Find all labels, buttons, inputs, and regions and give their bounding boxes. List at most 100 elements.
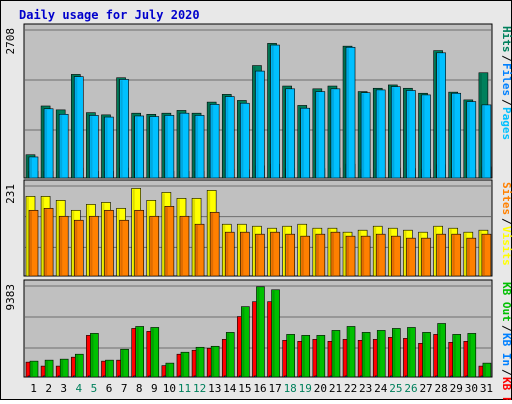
bar-shade [363, 333, 366, 376]
bar-sites-day-24 [375, 233, 386, 277]
bar-shade [27, 155, 29, 177]
legend-item: Sites [500, 182, 512, 215]
bar-shade [302, 336, 305, 376]
bar-pages-day-31 [481, 104, 492, 179]
chart-title: Daily usage for July 2020 [19, 8, 200, 22]
bar-sites-day-28 [436, 233, 446, 277]
bar-pages-day-22 [345, 46, 356, 179]
bar-shade [407, 91, 410, 177]
bar-shade [177, 199, 180, 275]
bar-sites-day-10 [164, 206, 175, 277]
bar-kb-out-day-15 [241, 306, 250, 378]
bar-shade [392, 237, 395, 275]
bar-shade [344, 233, 347, 275]
bar-shade [301, 109, 304, 177]
x-label-day-13: 13 [208, 382, 221, 395]
bar-shade [75, 77, 78, 177]
bar-shade [408, 328, 411, 376]
x-label-day-27: 27 [419, 382, 432, 395]
panel-visits-sites: 231 Sites /Visits [4, 179, 512, 277]
x-label-day-21: 21 [329, 382, 342, 395]
bar-shade [57, 201, 60, 275]
legend-item: / [500, 218, 512, 225]
bar-shade [332, 331, 335, 376]
bar-kb-out-day-5 [90, 333, 99, 378]
bar-shade [301, 237, 304, 275]
bar-shade [211, 105, 214, 177]
x-label-day-4: 4 [76, 382, 83, 395]
bar-kb-out-day-7 [120, 348, 129, 378]
bar-shade [226, 97, 229, 177]
bar-shade [31, 362, 33, 376]
bar-kb-out-day-21 [331, 330, 341, 378]
bar-shade [105, 211, 108, 275]
bar-shade [193, 199, 196, 275]
legend-item: / [500, 99, 512, 106]
bar-shade [165, 207, 168, 275]
bar-pages-day-20 [315, 91, 326, 179]
bar-shade [467, 239, 470, 275]
bar-shade [60, 217, 63, 275]
bar-shade [136, 327, 139, 376]
bar-shade [374, 227, 377, 275]
bar-shade [120, 221, 123, 275]
bar-shade [241, 233, 244, 275]
bar-shade [422, 95, 425, 177]
bar-pages-day-15 [240, 102, 250, 179]
bar-shade [389, 85, 392, 177]
bar-pages-day-9 [149, 116, 160, 179]
bar-pages-day-17 [270, 44, 280, 179]
bar-shade [57, 110, 60, 177]
bar-shade [287, 335, 290, 376]
bar-shade [286, 89, 289, 177]
legend-item: / [500, 325, 512, 332]
bar-pages-day-25 [391, 86, 401, 179]
x-label-day-24: 24 [374, 382, 388, 395]
bar-sites-day-23 [360, 235, 371, 277]
bar-pages-day-30 [466, 101, 477, 179]
bar-shade [181, 353, 184, 376]
bar-pages-day-6 [104, 116, 114, 179]
bar-shade [45, 109, 48, 177]
bar-shade [30, 211, 32, 275]
bar-shade [208, 191, 211, 275]
bar-pages-day-11 [179, 112, 190, 179]
bar-shade [75, 221, 78, 275]
bar-shade [212, 347, 215, 376]
bar-kb-out-day-6 [105, 359, 114, 378]
bar-shade [193, 114, 196, 177]
bar-shade [419, 94, 422, 177]
bar-shade [283, 87, 286, 177]
bar-kb-out-day-13 [210, 345, 220, 378]
x-label-day-30: 30 [465, 382, 478, 395]
bar-shade [76, 355, 79, 376]
bar-sites-day-7 [119, 219, 129, 277]
bar-kb-out-day-20 [316, 335, 326, 378]
bar-sites-day-9 [149, 215, 160, 277]
bar-shade [241, 104, 244, 177]
bar-shade [211, 213, 214, 275]
bar-shade [238, 225, 241, 275]
bar-shade [283, 227, 286, 275]
bar-shade [87, 205, 90, 275]
bar-kb-out-day-12 [195, 346, 205, 378]
bar-shade [121, 350, 124, 376]
y-max-label: 9383 [4, 284, 17, 311]
bar-shade [208, 103, 211, 177]
bar-shade [180, 114, 183, 177]
bar-shade [87, 113, 90, 177]
bar-shade [177, 111, 180, 177]
bar-kb-out-day-30 [467, 333, 477, 378]
bar-shade [437, 53, 440, 177]
bar-shade [449, 229, 452, 275]
bar-pages-day-27 [421, 94, 431, 179]
bar-pages-day-19 [300, 107, 311, 179]
legend-item: Files [500, 63, 512, 96]
bar-pages-day-26 [406, 90, 416, 179]
bar-shade [238, 101, 241, 177]
bar-shade [132, 114, 135, 177]
bar-shade [479, 73, 482, 177]
bar-shade [316, 235, 319, 275]
bar-shade [272, 290, 275, 376]
bar-sites-day-27 [421, 237, 431, 277]
